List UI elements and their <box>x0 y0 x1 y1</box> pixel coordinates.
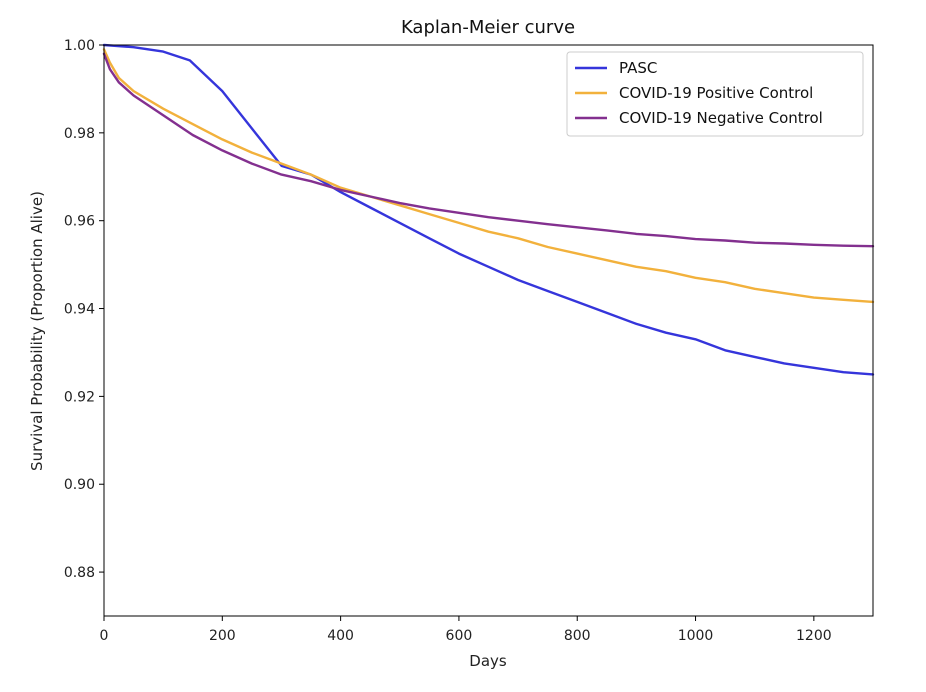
x-tick-label: 800 <box>564 628 591 644</box>
y-tick-label: 0.94 <box>64 302 95 318</box>
x-tick-label: 1200 <box>796 628 832 644</box>
legend-box <box>566 51 864 137</box>
y-tick-label: 0.92 <box>64 389 95 405</box>
x-tick-label: 400 <box>327 628 354 644</box>
series-line-1 <box>102 43 875 376</box>
y-axis-title: Survival Probability (Proportion Alive) <box>28 191 46 471</box>
series-line-2 <box>102 48 875 304</box>
legend-label: COVID-19 Positive Control <box>619 84 813 102</box>
chart-title: Kaplan-Meier curve <box>401 17 575 38</box>
legend-label: PASC <box>619 59 657 77</box>
y-tick-label: 0.90 <box>64 477 95 493</box>
y-tick-label: 0.96 <box>64 214 95 230</box>
y-tick-label: 0.98 <box>64 126 95 142</box>
y-tick-label: 0.88 <box>64 565 95 581</box>
x-tick-label: 0 <box>100 628 109 644</box>
legend: PASC COVID-19 Positive Control COVID-19 Ne… <box>566 51 864 137</box>
x-tick-label: 600 <box>446 628 473 644</box>
legend-label: COVID-19 Negative Control <box>619 109 823 127</box>
plot-frame <box>103 44 874 617</box>
plot-area: 0 200 400 600 800 1000 1200 0.88 0.90 0.92 0.94 0.9… <box>64 38 875 644</box>
series-line-3 <box>102 52 875 248</box>
x-tick-label: 200 <box>209 628 236 644</box>
x-tick-label: 1000 <box>678 628 714 644</box>
x-axis-title: Days <box>469 652 507 670</box>
y-tick-label: 1.00 <box>64 38 95 54</box>
